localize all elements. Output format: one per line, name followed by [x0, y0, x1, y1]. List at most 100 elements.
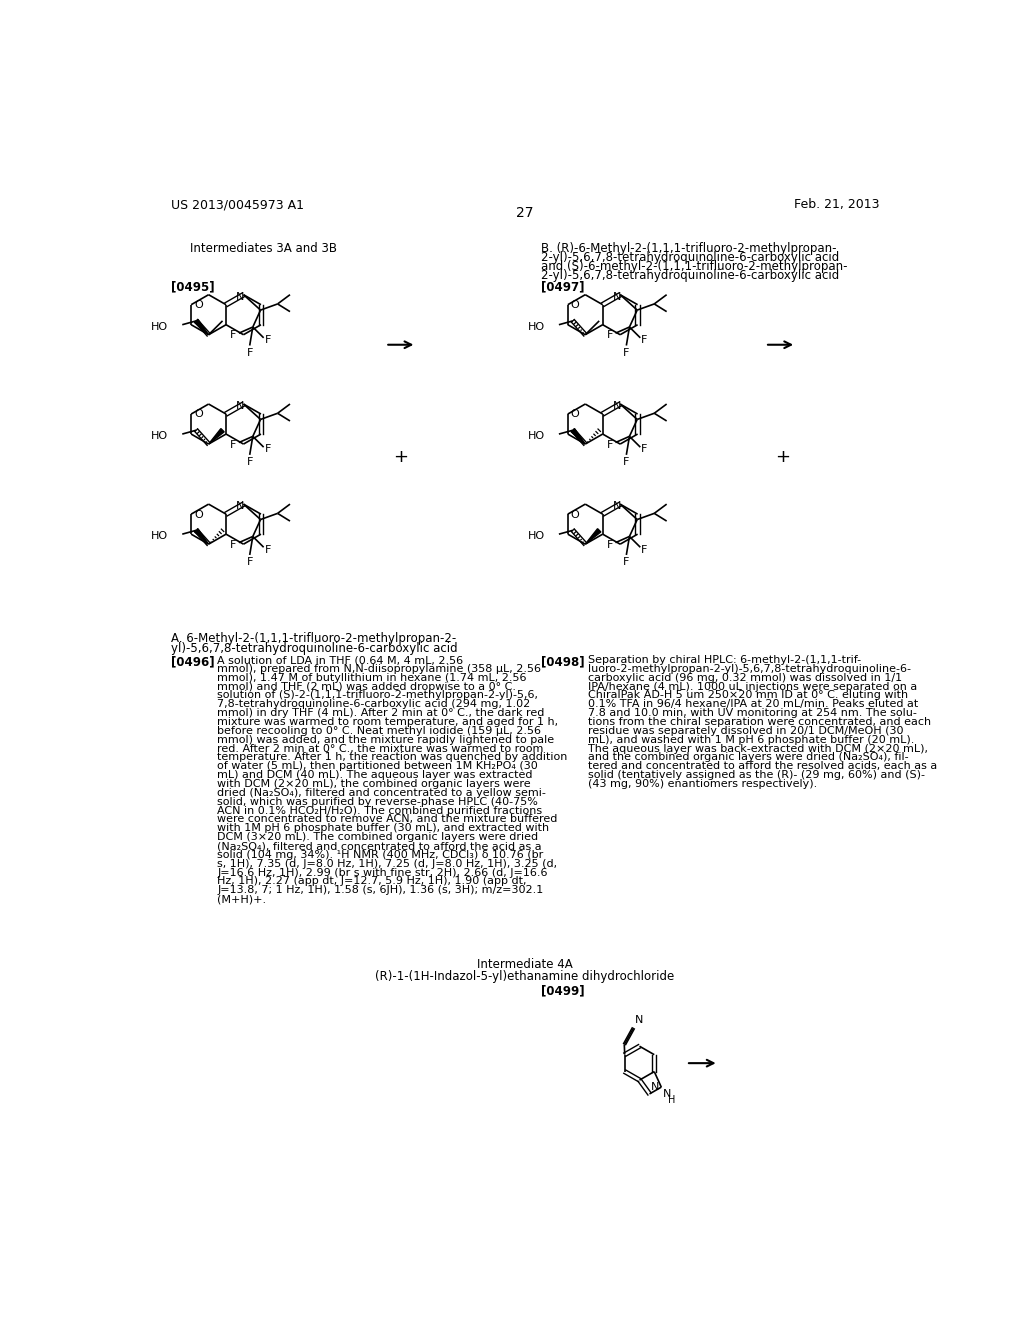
- Text: ACN in 0.1% HCO₂H/H₂O). The combined purified fractions: ACN in 0.1% HCO₂H/H₂O). The combined pur…: [217, 805, 543, 816]
- Text: N: N: [635, 1015, 643, 1026]
- Text: N: N: [237, 401, 245, 412]
- Text: HO: HO: [152, 532, 168, 541]
- Text: 27: 27: [516, 206, 534, 220]
- Text: [0496]: [0496]: [171, 655, 214, 668]
- Text: mL), and washed with 1 M pH 6 phosphate buffer (20 mL).: mL), and washed with 1 M pH 6 phosphate …: [588, 735, 914, 744]
- Polygon shape: [209, 429, 224, 444]
- Text: N: N: [612, 502, 622, 511]
- Text: +: +: [775, 449, 791, 466]
- Text: HO: HO: [527, 322, 545, 333]
- Text: O: O: [570, 510, 580, 520]
- Text: residue was separately dissolved in 20/1 DCM/MeOH (30: residue was separately dissolved in 20/1…: [588, 726, 903, 735]
- Text: DCM (3×20 mL). The combined organic layers were dried: DCM (3×20 mL). The combined organic laye…: [217, 832, 539, 842]
- Text: solution of (S)-2-(1,1,1-trifluoro-2-methylpropan-2-yl)-5,6,: solution of (S)-2-(1,1,1-trifluoro-2-met…: [217, 690, 539, 701]
- Polygon shape: [586, 529, 601, 544]
- Text: red. After 2 min at 0° C., the mixture was warmed to room: red. After 2 min at 0° C., the mixture w…: [217, 743, 544, 754]
- Text: +: +: [393, 449, 409, 466]
- Text: B. (R)-6-Methyl-2-(1,1,1-trifluoro-2-methylpropan-: B. (R)-6-Methyl-2-(1,1,1-trifluoro-2-met…: [541, 242, 837, 255]
- Text: J=16.6 Hz, 1H), 2.99 (br s with fine str, 2H), 2.66 (d, J=16.6: J=16.6 Hz, 1H), 2.99 (br s with fine str…: [217, 867, 548, 878]
- Text: F: F: [247, 557, 253, 568]
- Text: F: F: [247, 457, 253, 467]
- Text: HO: HO: [527, 432, 545, 441]
- Text: mL) and DCM (40 mL). The aqueous layer was extracted: mL) and DCM (40 mL). The aqueous layer w…: [217, 770, 532, 780]
- Text: F: F: [624, 348, 630, 358]
- Text: F: F: [264, 445, 270, 454]
- Text: Hz, 1H), 2.27 (app dt, J=12.7, 5.9 Hz, 1H), 1.90 (app dt,: Hz, 1H), 2.27 (app dt, J=12.7, 5.9 Hz, 1…: [217, 876, 526, 887]
- Text: tions from the chiral separation were concentrated, and each: tions from the chiral separation were co…: [588, 717, 931, 727]
- Text: 0.1% TFA in 96/4 hexane/IPA at 20 mL/min. Peaks eluted at: 0.1% TFA in 96/4 hexane/IPA at 20 mL/min…: [588, 700, 918, 709]
- Text: US 2013/0045973 A1: US 2013/0045973 A1: [171, 198, 304, 211]
- Text: with DCM (2×20 mL), the combined organic layers were: with DCM (2×20 mL), the combined organic…: [217, 779, 530, 789]
- Text: F: F: [230, 440, 237, 450]
- Text: A. 6-Methyl-2-(1,1,1-trifluoro-2-methylpropan-2-: A. 6-Methyl-2-(1,1,1-trifluoro-2-methylp…: [171, 632, 456, 645]
- Text: Intermediate 4A: Intermediate 4A: [477, 958, 572, 970]
- Text: F: F: [607, 440, 613, 450]
- Text: O: O: [195, 510, 203, 520]
- Text: N: N: [237, 502, 245, 511]
- Text: The aqueous layer was back-extracted with DCM (2×20 mL),: The aqueous layer was back-extracted wit…: [588, 743, 928, 754]
- Text: dried (Na₂SO₄), filtered and concentrated to a yellow semi-: dried (Na₂SO₄), filtered and concentrate…: [217, 788, 546, 797]
- Text: [0495]: [0495]: [171, 280, 214, 293]
- Text: A solution of LDA in THF (0.64 M, 4 mL, 2.56: A solution of LDA in THF (0.64 M, 4 mL, …: [217, 655, 463, 665]
- Text: F: F: [607, 330, 613, 341]
- Text: (M+H)+.: (M+H)+.: [217, 894, 266, 904]
- Text: J=13.8, 7; 1 Hz, 1H), 1.58 (s, 6JH), 1.36 (s, 3H); m/z=302.1: J=13.8, 7; 1 Hz, 1H), 1.58 (s, 6JH), 1.3…: [217, 886, 544, 895]
- Text: F: F: [230, 540, 237, 550]
- Text: IPA/hexane (4 mL). 1000 uL injections were separated on a: IPA/hexane (4 mL). 1000 uL injections we…: [588, 681, 916, 692]
- Text: N: N: [651, 1082, 659, 1093]
- Text: N: N: [663, 1089, 672, 1098]
- Text: luoro-2-methylpropan-2-yl)-5,6,7,8-tetrahydroquinoline-6-: luoro-2-methylpropan-2-yl)-5,6,7,8-tetra…: [588, 664, 910, 675]
- Text: HO: HO: [152, 432, 168, 441]
- Text: F: F: [247, 348, 253, 358]
- Text: 2-yl)-5,6,7,8-tetrahydroquinoline-6-carboxylic acid: 2-yl)-5,6,7,8-tetrahydroquinoline-6-carb…: [541, 269, 840, 282]
- Text: [0497]: [0497]: [541, 280, 585, 293]
- Text: Feb. 21, 2013: Feb. 21, 2013: [795, 198, 880, 211]
- Text: and the combined organic layers were dried (Na₂SO₄), fil-: and the combined organic layers were dri…: [588, 752, 908, 763]
- Text: F: F: [641, 445, 647, 454]
- Text: before recooling to 0° C. Neat methyl iodide (159 μL, 2.56: before recooling to 0° C. Neat methyl io…: [217, 726, 541, 735]
- Text: O: O: [195, 300, 203, 310]
- Text: mmol), 1.47 M of butyllithium in hexane (1.74 mL, 2.56: mmol), 1.47 M of butyllithium in hexane …: [217, 673, 526, 682]
- Text: (Na₂SO₄), filtered and concentrated to afford the acid as a: (Na₂SO₄), filtered and concentrated to a…: [217, 841, 542, 851]
- Text: with 1M pH 6 phosphate buffer (30 mL), and extracted with: with 1M pH 6 phosphate buffer (30 mL), a…: [217, 824, 549, 833]
- Text: F: F: [230, 330, 237, 341]
- Text: F: F: [624, 557, 630, 568]
- Text: mixture was warmed to room temperature, and aged for 1 h,: mixture was warmed to room temperature, …: [217, 717, 558, 727]
- Polygon shape: [195, 319, 209, 335]
- Text: mmol), prepared from N,N-diisopropylamine (358 μL, 2.56: mmol), prepared from N,N-diisopropylamin…: [217, 664, 541, 675]
- Text: 7.8 and 10.0 min, with UV monitoring at 254 nm. The solu-: 7.8 and 10.0 min, with UV monitoring at …: [588, 708, 916, 718]
- Text: solid (tentatively assigned as the (R)- (29 mg, 60%) and (S)-: solid (tentatively assigned as the (R)- …: [588, 770, 925, 780]
- Text: mmol) and THF (2 mL) was added dropwise to a 0° C.: mmol) and THF (2 mL) was added dropwise …: [217, 681, 516, 692]
- Polygon shape: [195, 529, 209, 544]
- Text: F: F: [607, 540, 613, 550]
- Text: carboxylic acid (96 mg, 0.32 mmol) was dissolved in 1/1: carboxylic acid (96 mg, 0.32 mmol) was d…: [588, 673, 902, 682]
- Text: mmol) in dry THF (4 mL). After 2 min at 0° C., the dark red: mmol) in dry THF (4 mL). After 2 min at …: [217, 708, 545, 718]
- Text: F: F: [641, 335, 647, 345]
- Text: yl)-5,6,7,8-tetrahydroquinoline-6-carboxylic acid: yl)-5,6,7,8-tetrahydroquinoline-6-carbox…: [171, 642, 458, 655]
- Text: solid, which was purified by reverse-phase HPLC (40-75%: solid, which was purified by reverse-pha…: [217, 797, 538, 807]
- Text: of water (5 mL), then partitioned between 1M KH₂PO₄ (30: of water (5 mL), then partitioned betwee…: [217, 762, 538, 771]
- Text: H: H: [668, 1094, 675, 1105]
- Text: mmol) was added, and the mixture rapidly lightened to pale: mmol) was added, and the mixture rapidly…: [217, 735, 554, 744]
- Text: N: N: [612, 401, 622, 412]
- Text: temperature. After 1 h, the reaction was quenched by addition: temperature. After 1 h, the reaction was…: [217, 752, 567, 763]
- Text: O: O: [195, 409, 203, 420]
- Text: F: F: [641, 545, 647, 554]
- Text: [0499]: [0499]: [541, 985, 585, 998]
- Text: [0498]: [0498]: [541, 655, 585, 668]
- Text: s, 1H), 7.35 (d, J=8.0 Hz, 1H), 7.25 (d, J=8.0 Hz, 1H), 3.25 (d,: s, 1H), 7.35 (d, J=8.0 Hz, 1H), 7.25 (d,…: [217, 859, 557, 869]
- Text: and (S)-6-methyl-2-(1,1,1-trifluoro-2-methylpropan-: and (S)-6-methyl-2-(1,1,1-trifluoro-2-me…: [541, 260, 848, 273]
- Text: (43 mg, 90%) enantiomers respectively).: (43 mg, 90%) enantiomers respectively).: [588, 779, 817, 789]
- Text: tered and concentrated to afford the resolved acids, each as a: tered and concentrated to afford the res…: [588, 762, 937, 771]
- Text: 2-yl)-5,6,7,8-tetrahydroquinoline-6-carboxylic acid: 2-yl)-5,6,7,8-tetrahydroquinoline-6-carb…: [541, 251, 840, 264]
- Text: F: F: [264, 335, 270, 345]
- Text: N: N: [612, 292, 622, 302]
- Text: HO: HO: [527, 532, 545, 541]
- Text: were concentrated to remove ACN, and the mixture buffered: were concentrated to remove ACN, and the…: [217, 814, 557, 825]
- Text: O: O: [570, 300, 580, 310]
- Text: Separation by chiral HPLC: 6-methyl-2-(1,1,1-trif-: Separation by chiral HPLC: 6-methyl-2-(1…: [588, 655, 861, 665]
- Text: N: N: [237, 292, 245, 302]
- Text: solid (104 mg, 34%). ¹H NMR (400 MHz, CDCl₃) δ 10.76 (br: solid (104 mg, 34%). ¹H NMR (400 MHz, CD…: [217, 850, 544, 859]
- Text: O: O: [570, 409, 580, 420]
- Polygon shape: [571, 429, 586, 444]
